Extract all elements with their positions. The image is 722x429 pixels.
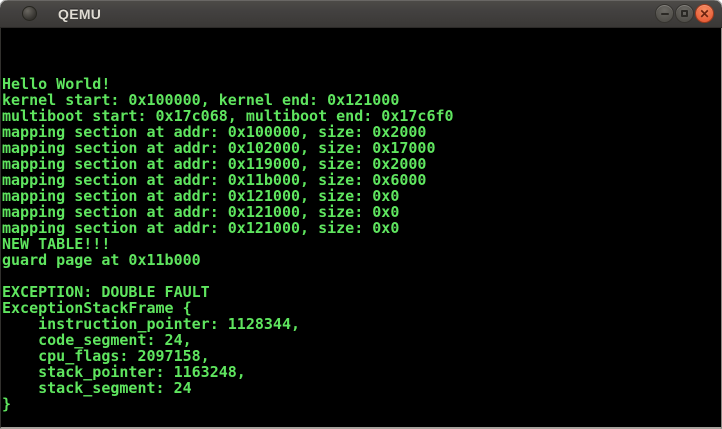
console-line: mapping section at addr: 0x102000, size:… (2, 139, 436, 157)
close-button[interactable]: ✕ (695, 4, 714, 23)
console-line: mapping section at addr: 0x121000, size:… (2, 203, 400, 221)
console-line: EXCEPTION: DOUBLE FAULT (2, 283, 210, 301)
close-icon: ✕ (699, 6, 710, 21)
console-line: mapping section at addr: 0x11b000, size:… (2, 171, 427, 189)
console-line: cpu_flags: 2097158, (2, 347, 210, 365)
console-line: ExceptionStackFrame { (2, 299, 192, 317)
window-title: QEMU (58, 5, 102, 22)
console-line: kernel start: 0x100000, kernel end: 0x12… (2, 91, 400, 109)
console-line: guard page at 0x11b000 (2, 251, 201, 269)
console-screen[interactable]: Hello World! kernel start: 0x100000, kern… (0, 28, 722, 429)
console-line: Hello World! (2, 75, 111, 93)
maximize-icon (681, 10, 688, 17)
minimize-button[interactable] (655, 4, 674, 23)
titlebar[interactable]: QEMU ✕ (0, 0, 722, 28)
minimize-icon (660, 12, 669, 15)
window-controls: ✕ (655, 4, 714, 23)
console-line: stack_pointer: 1163248, (2, 363, 246, 381)
console-line: mapping section at addr: 0x100000, size:… (2, 123, 427, 141)
titlebar-highlight (0, 0, 722, 1)
maximize-button[interactable] (675, 4, 694, 23)
console-output: Hello World! kernel start: 0x100000, kern… (2, 76, 721, 412)
console-line: code_segment: 24, (2, 331, 192, 349)
qemu-app-icon (22, 6, 37, 21)
console-line: NEW TABLE!!! (2, 235, 111, 253)
console-line: stack_segment: 24 (2, 379, 192, 397)
console-line (2, 268, 721, 284)
console-line: mapping section at addr: 0x121000, size:… (2, 187, 400, 205)
console-line: multiboot start: 0x17c068, multiboot end… (2, 107, 454, 125)
console-line: mapping section at addr: 0x119000, size:… (2, 155, 427, 173)
console-line: mapping section at addr: 0x121000, size:… (2, 219, 400, 237)
console-line: instruction_pointer: 1128344, (2, 315, 301, 333)
console-line: } (2, 395, 12, 413)
